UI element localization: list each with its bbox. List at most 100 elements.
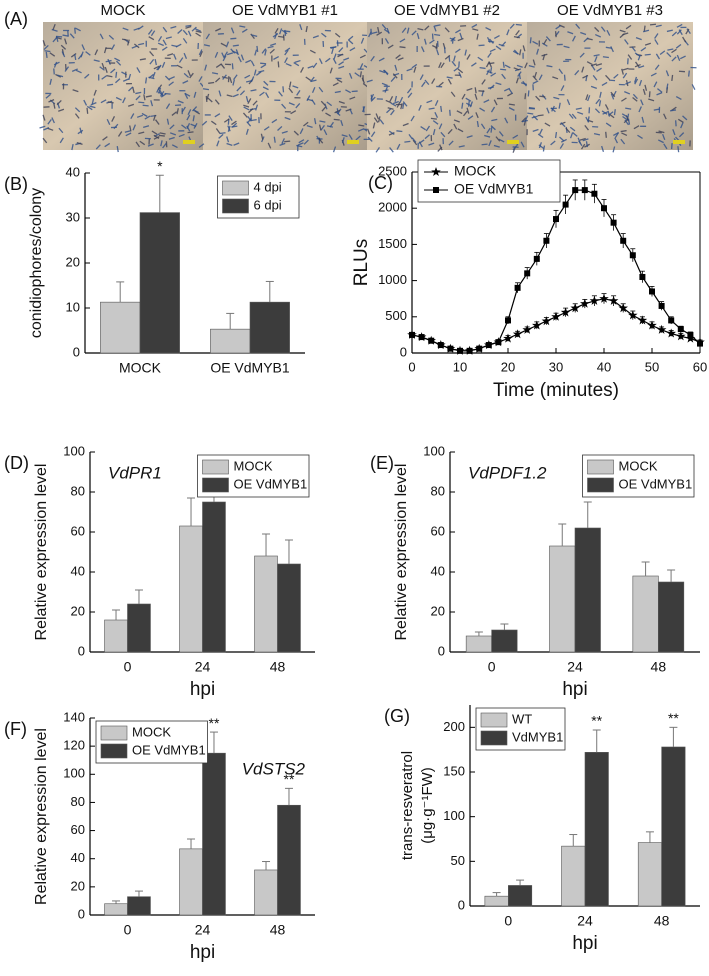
hypha xyxy=(605,46,612,49)
hypha xyxy=(199,51,203,58)
hypha xyxy=(44,50,51,53)
hypha xyxy=(638,65,645,69)
hypha xyxy=(382,89,389,92)
hypha xyxy=(55,35,59,42)
legend-label: OE VdMYB1 xyxy=(454,181,534,197)
hypha xyxy=(607,110,611,117)
hypha xyxy=(521,119,528,123)
hypha xyxy=(546,65,553,68)
hypha xyxy=(177,100,184,104)
hypha xyxy=(622,67,629,71)
hypha xyxy=(74,27,81,32)
point xyxy=(428,337,435,344)
bar xyxy=(104,619,128,653)
hypha xyxy=(429,39,435,44)
y-axis-label: (μg·g⁻¹FW) xyxy=(419,767,436,844)
hypha xyxy=(71,68,78,72)
hypha xyxy=(641,116,645,123)
hypha xyxy=(444,27,450,33)
hypha xyxy=(122,97,126,104)
hypha xyxy=(185,25,192,29)
legend-label: VdMYB1 xyxy=(512,729,563,744)
hypha xyxy=(474,93,478,100)
hypha xyxy=(53,102,56,109)
hypha xyxy=(486,36,491,43)
hypha xyxy=(513,35,520,39)
hypha xyxy=(386,27,390,34)
hypha xyxy=(581,66,585,73)
micrograph xyxy=(203,22,367,150)
y-tick-label: 80 xyxy=(71,483,85,498)
hypha xyxy=(513,67,520,71)
hypha xyxy=(77,129,84,135)
hypha xyxy=(349,108,353,115)
hypha xyxy=(493,99,498,106)
hypha xyxy=(135,91,142,95)
y-tick-label: 50 xyxy=(451,853,465,868)
hypha xyxy=(128,73,132,81)
hypha xyxy=(57,74,64,78)
hypha xyxy=(678,29,683,36)
hypha xyxy=(666,52,672,58)
hypha xyxy=(305,25,308,33)
hypha xyxy=(447,78,452,85)
hypha xyxy=(396,101,401,108)
hypha xyxy=(671,56,677,62)
point xyxy=(560,307,571,317)
hypha xyxy=(568,113,574,119)
hypha xyxy=(467,115,474,120)
hypha xyxy=(90,102,97,106)
hypha xyxy=(406,68,413,72)
y-tick-label: 2500 xyxy=(378,163,407,178)
hypha xyxy=(51,28,58,32)
hypha xyxy=(75,69,82,74)
hypha xyxy=(428,107,435,110)
hypha xyxy=(622,72,628,79)
hypha xyxy=(528,64,535,68)
image-label: OE VdMYB1 #1 xyxy=(232,2,338,19)
hypha xyxy=(250,33,255,40)
significance: ** xyxy=(591,713,602,729)
hypha xyxy=(278,35,285,38)
hypha xyxy=(675,95,682,101)
hypha xyxy=(553,96,560,100)
hypha xyxy=(233,142,240,146)
hypha xyxy=(205,33,211,40)
hypha xyxy=(247,98,252,105)
hypha xyxy=(43,127,50,131)
hypha xyxy=(175,43,182,48)
hypha xyxy=(168,81,174,87)
hypha xyxy=(550,140,556,146)
hypha xyxy=(401,27,407,34)
y-tick-label: 20 xyxy=(66,254,80,269)
hypha xyxy=(193,91,197,98)
point xyxy=(541,316,552,326)
hypha xyxy=(244,74,251,79)
hypha xyxy=(106,119,111,125)
hypha xyxy=(390,102,397,107)
legend-swatch xyxy=(202,459,229,475)
hypha xyxy=(532,115,539,121)
point xyxy=(533,255,540,262)
hypha xyxy=(595,63,603,67)
hypha xyxy=(394,64,398,71)
hypha xyxy=(227,125,231,132)
hypha xyxy=(458,71,462,78)
hypha xyxy=(157,87,162,94)
hypha xyxy=(162,142,167,149)
hypha xyxy=(255,71,262,76)
hypha xyxy=(267,142,272,149)
hypha xyxy=(155,119,160,125)
hypha xyxy=(325,57,331,63)
hypha xyxy=(161,46,168,51)
hypha xyxy=(448,140,454,146)
hypha xyxy=(424,134,430,140)
hypha xyxy=(436,49,440,56)
hypha xyxy=(678,132,685,138)
hypha xyxy=(476,120,479,128)
hypha xyxy=(635,37,642,41)
hypha xyxy=(58,108,65,112)
bar xyxy=(661,746,686,907)
hypha xyxy=(211,72,219,75)
hypha xyxy=(288,87,294,94)
